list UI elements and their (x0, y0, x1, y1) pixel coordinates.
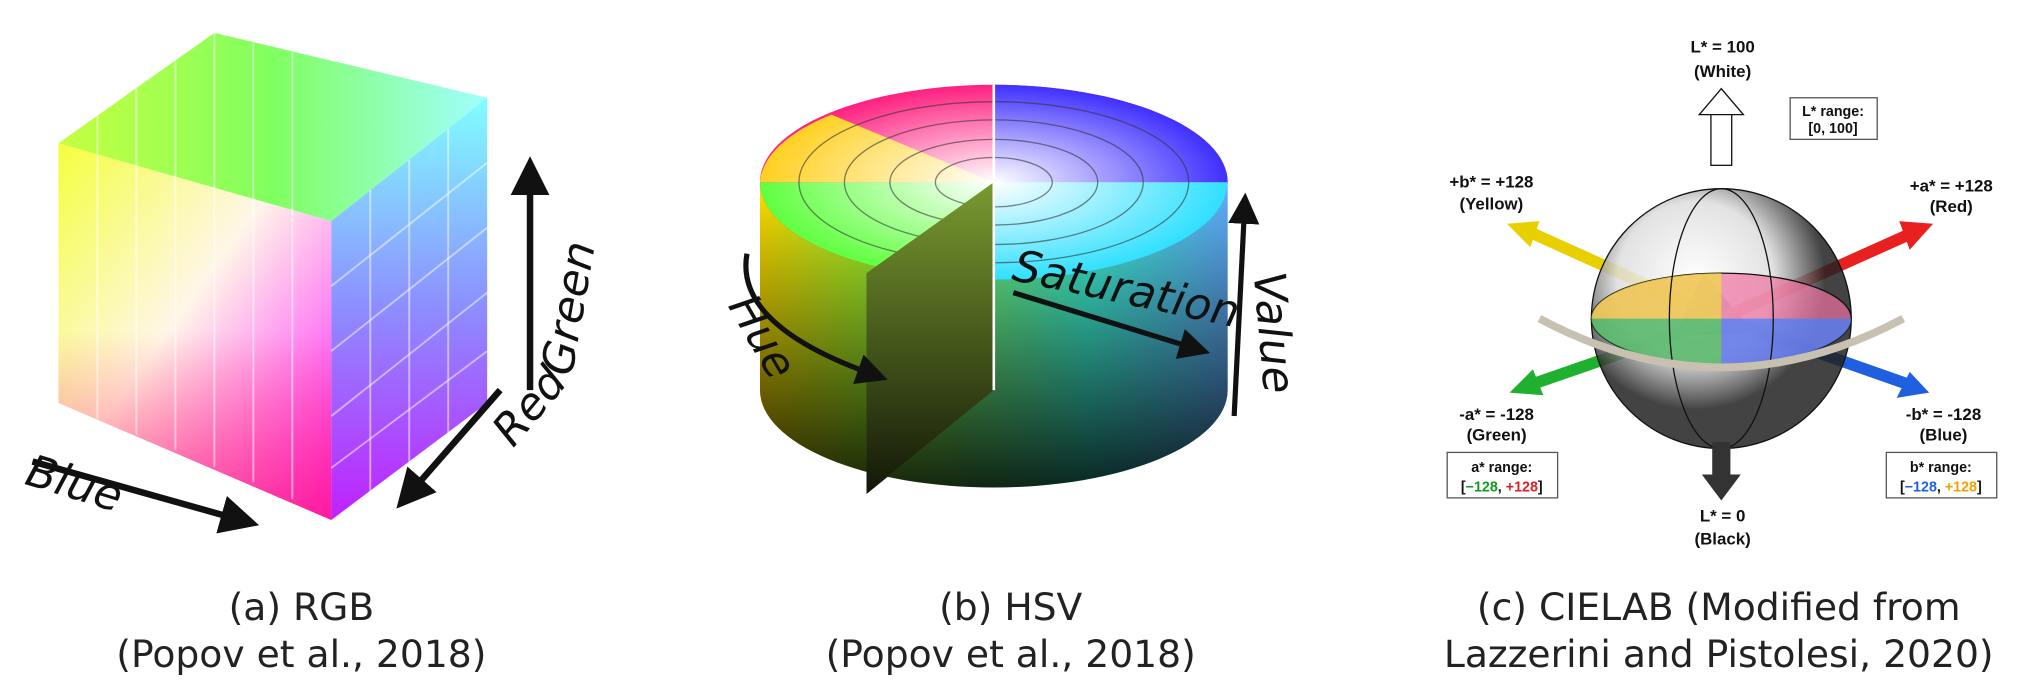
label: b* range: (1910, 460, 1972, 476)
label: (Red) (1930, 197, 1973, 216)
label: (Black) (1694, 530, 1750, 549)
label: [0, 100] (1808, 121, 1857, 137)
label: (Green) (1467, 426, 1527, 445)
axis-label: Value (1243, 270, 1304, 396)
label: (Blue) (1920, 426, 1968, 445)
label: a* range: (1471, 460, 1532, 476)
label: L* range: (1802, 104, 1864, 120)
axis-label: Green (532, 237, 606, 379)
label: (Yellow) (1459, 194, 1523, 213)
caption: Lazzerini and Pistolesi, 2020) (1444, 632, 1994, 676)
caption: (Popov et al., 2018) (826, 632, 1196, 676)
label: (White) (1694, 62, 1751, 81)
caption: (c) CIELAB (Modified from (1477, 585, 1961, 629)
range: [−128, +128] (1461, 479, 1543, 495)
cielab-sphere: L* = 100 (White) L* range: [0, 100] +b* … (1446, 37, 1998, 549)
axis-label: Blue (20, 445, 128, 522)
label: -a* = -128 (1459, 405, 1534, 424)
label: L* = 100 (1690, 37, 1754, 56)
range: [−128, +128] (1900, 479, 1982, 495)
hsv-cylinder: Hue Saturation Value (718, 84, 1304, 494)
caption: (a) RGB (229, 585, 375, 629)
caption: (b) HSV (939, 585, 1082, 629)
label: +a* = +128 (1910, 176, 1993, 195)
label: +b* = +128 (1449, 172, 1533, 191)
rgb-cube: Green Red Blue (20, 32, 606, 534)
label: L* = 0 (1700, 506, 1746, 525)
label: -b* = -128 (1906, 405, 1982, 424)
caption: (Popov et al., 2018) (116, 632, 486, 676)
